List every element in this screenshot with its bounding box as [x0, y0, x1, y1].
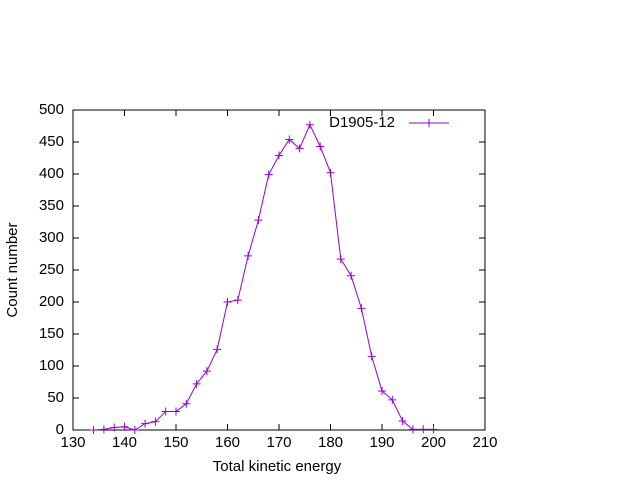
y-tick-label: 500	[39, 101, 64, 118]
y-tick-label: 150	[39, 325, 64, 342]
data-point	[419, 425, 428, 434]
data-point	[388, 395, 397, 404]
data-point	[429, 425, 438, 434]
data-point	[326, 168, 335, 177]
y-tick-label: 350	[39, 197, 64, 214]
data-point	[336, 255, 345, 264]
x-tick-label: 130	[60, 434, 85, 451]
data-point	[275, 151, 283, 160]
x-tick-label: 190	[369, 434, 394, 451]
data-point	[378, 386, 386, 395]
x-tick-label: 160	[215, 434, 240, 451]
data-point	[223, 298, 232, 306]
data-point	[295, 144, 304, 153]
y-tick-label: 100	[39, 357, 64, 374]
x-tick-label: 170	[266, 434, 291, 451]
data-point	[305, 120, 314, 129]
x-tick-label: 210	[472, 434, 497, 451]
y-tick-label: 250	[39, 261, 64, 278]
x-tick-label: 140	[112, 434, 137, 451]
data-point	[347, 271, 356, 280]
data-point	[172, 407, 180, 416]
x-tick-label: 150	[163, 434, 188, 451]
data-point	[244, 251, 253, 260]
data-point	[110, 423, 119, 432]
data-point	[264, 170, 273, 179]
x-axis-label: Total kinetic energy	[213, 458, 342, 475]
data-point	[182, 399, 191, 408]
legend-swatch	[409, 119, 449, 127]
data-point	[213, 345, 222, 354]
data-point	[151, 417, 160, 426]
data-point	[233, 296, 242, 305]
data-point	[192, 379, 201, 388]
y-tick-label: 0	[56, 421, 64, 438]
data-point	[99, 425, 108, 434]
data-point	[316, 142, 325, 151]
y-tick-label: 50	[47, 389, 64, 406]
data-point	[408, 425, 417, 434]
y-axis-label: Count number	[4, 222, 21, 317]
data-point	[161, 407, 170, 416]
data-point	[89, 426, 98, 434]
y-tick-label: 300	[39, 229, 64, 246]
data-point	[254, 216, 263, 225]
data-line	[93, 123, 434, 431]
legend-label: D1905-12	[329, 114, 395, 131]
data-point	[398, 417, 407, 426]
data-point	[202, 367, 211, 376]
x-tick-label: 180	[318, 434, 343, 451]
data-point	[357, 304, 366, 313]
y-tick-label: 450	[39, 133, 64, 150]
y-tick-label: 400	[39, 165, 64, 182]
x-tick-label: 200	[421, 434, 446, 451]
data-point	[367, 352, 376, 361]
y-tick-label: 200	[39, 293, 64, 310]
data-point	[141, 419, 150, 428]
data-point	[130, 426, 139, 434]
data-point	[120, 422, 129, 431]
data-point	[285, 135, 294, 144]
